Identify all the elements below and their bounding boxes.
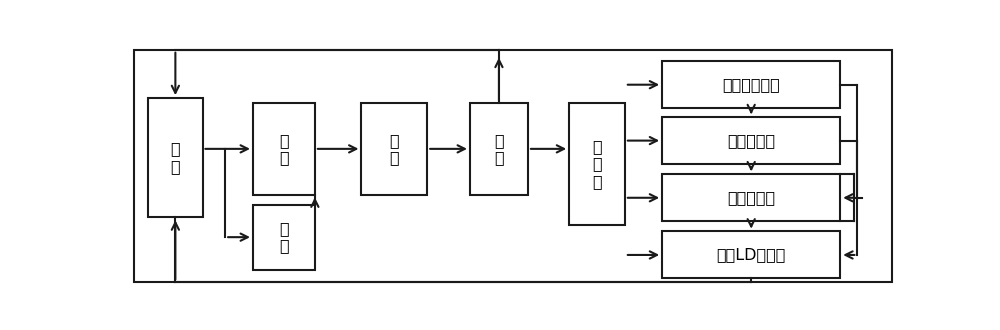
Bar (253, 103, 315, 195)
Text: 相应LD快烘位: 相应LD快烘位 (717, 248, 786, 262)
Bar (662, 61, 840, 108)
Text: 扚
渣: 扚 渣 (279, 221, 289, 253)
Bar (253, 205, 315, 270)
Text: 钓包烘烤位: 钓包烘烤位 (727, 190, 775, 205)
Bar (148, 98, 202, 217)
Text: 倾
转
台: 倾 转 台 (592, 139, 602, 189)
Bar (662, 231, 840, 279)
Text: 空包的存放位: 空包的存放位 (722, 77, 780, 92)
Bar (361, 103, 427, 195)
Bar (569, 103, 625, 225)
Bar (662, 174, 840, 221)
Text: 修理厂修理: 修理厂修理 (727, 133, 775, 148)
Bar (662, 117, 840, 164)
Bar (470, 103, 528, 195)
Text: 转
炉: 转 炉 (171, 142, 180, 174)
Text: 精
炼: 精 炼 (279, 133, 289, 165)
Text: 倒
渣: 倒 渣 (494, 133, 504, 165)
Text: 连
铸: 连 铸 (390, 133, 399, 165)
